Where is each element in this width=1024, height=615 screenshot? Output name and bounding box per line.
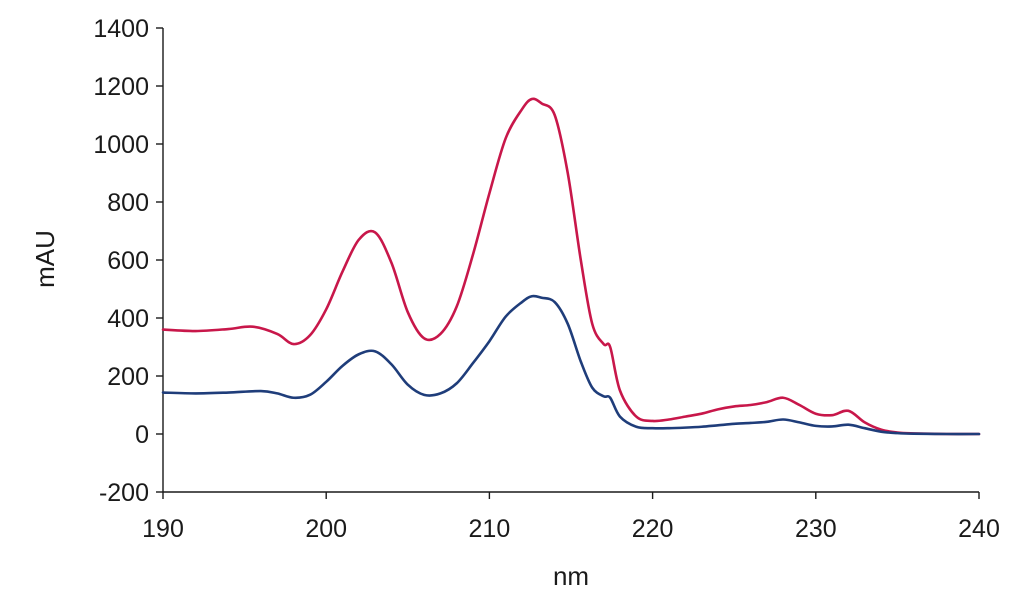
x-tick-label: 240: [958, 515, 1000, 543]
y-tick-label: 0: [135, 421, 149, 449]
y-tick-label: 600: [107, 247, 149, 275]
x-axis-title: nm: [553, 561, 589, 591]
y-tick-label: 1200: [93, 73, 149, 101]
series-line-1: [161, 97, 981, 436]
y-tick-label: -200: [99, 479, 149, 507]
y-tick-label: 400: [107, 305, 149, 333]
y-tick-label: 200: [107, 363, 149, 391]
series-line-2: [161, 294, 981, 436]
x-tick-label: 210: [469, 515, 511, 543]
y-tick-label: 1000: [93, 131, 149, 159]
x-tick-label: 230: [795, 515, 837, 543]
y-axis-title: mAU: [30, 230, 60, 288]
axes: [162, 28, 979, 493]
ticks: -200 0 200 400 600 800 1000 1200 1400 190 200 210 22…: [93, 15, 999, 543]
y-tick-label: 1400: [93, 15, 149, 43]
plot-area: [161, 97, 981, 436]
x-tick-label: 220: [632, 515, 674, 543]
x-tick-label: 200: [305, 515, 347, 543]
x-tick-label: 190: [142, 515, 184, 543]
y-tick-label: 800: [107, 189, 149, 217]
